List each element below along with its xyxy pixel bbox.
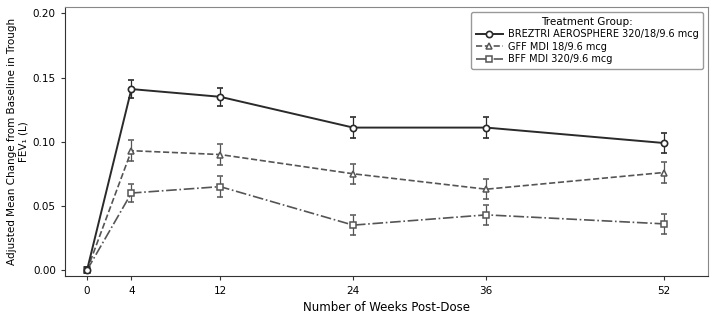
Legend: BREZTRI AEROSPHERE 320/18/9.6 mcg, GFF MDI 18/9.6 mcg, BFF MDI 320/9.6 mcg: BREZTRI AEROSPHERE 320/18/9.6 mcg, GFF M…: [470, 12, 703, 69]
Y-axis label: Adjusted Mean Change from Baseline in Trough
FEV₁ (L): Adjusted Mean Change from Baseline in Tr…: [7, 18, 29, 265]
X-axis label: Number of Weeks Post-Dose: Number of Weeks Post-Dose: [303, 301, 470, 314]
